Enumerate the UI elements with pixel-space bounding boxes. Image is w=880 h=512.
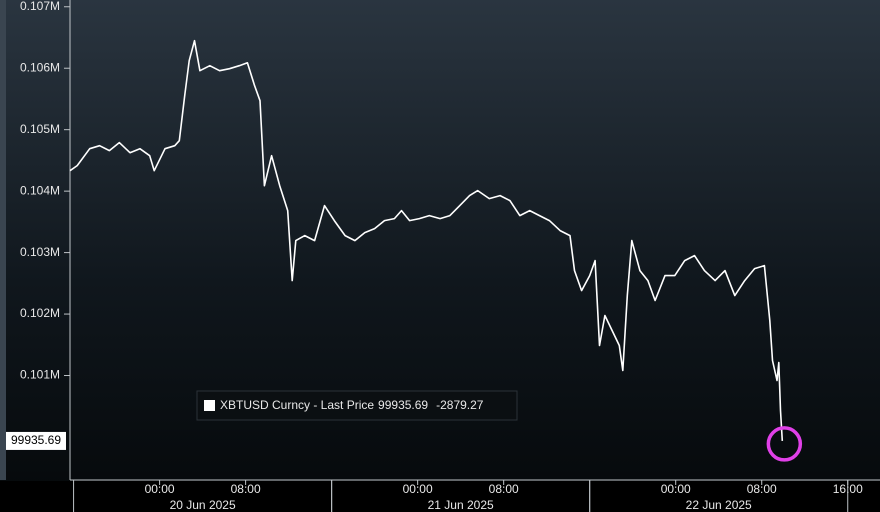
legend: XBTUSD Curncy - Last Price 99935.69 -2879.…: [196, 390, 518, 421]
legend-text: XBTUSD Curncy - Last Price 99935.69 -2879.…: [220, 398, 484, 412]
left-strip: [0, 0, 6, 480]
legend-box: [196, 390, 518, 421]
legend-swatch: [204, 400, 215, 411]
date-label: 21 Jun 2025: [428, 498, 494, 512]
x-tick-label: 08:00: [489, 482, 519, 496]
last-price-label: 99935.69: [11, 433, 61, 447]
date-label: 20 Jun 2025: [170, 498, 236, 512]
x-axis-band: [0, 481, 880, 512]
legend-series: XBTUSD Curncy - Last Price: [220, 398, 374, 412]
price-line: [69, 39, 784, 441]
x-tick-label: 00:00: [403, 482, 433, 496]
x-tick-label: 00:00: [145, 482, 175, 496]
x-tick-label: 08:00: [747, 482, 777, 496]
y-tick-label: 0.103M: [20, 245, 60, 259]
last-price-flag: [6, 431, 66, 450]
legend-last-price: 99935.69: [378, 398, 428, 412]
x-tick-label: 00:00: [661, 482, 691, 496]
y-tick-label: 0.105M: [20, 122, 60, 136]
y-tick-label: 0.104M: [20, 183, 60, 197]
y-tick-label: 0.101M: [20, 368, 60, 382]
y-tick-label: 0.102M: [20, 306, 60, 320]
highlight-circle: [766, 426, 803, 462]
date-label: 22 Jun 2025: [686, 498, 752, 512]
y-tick-label: 0.106M: [20, 60, 60, 74]
x-tick-label: 08:00: [231, 482, 261, 496]
legend-change: -2879.27: [436, 398, 484, 412]
y-tick-label: 0.107M: [20, 0, 60, 13]
